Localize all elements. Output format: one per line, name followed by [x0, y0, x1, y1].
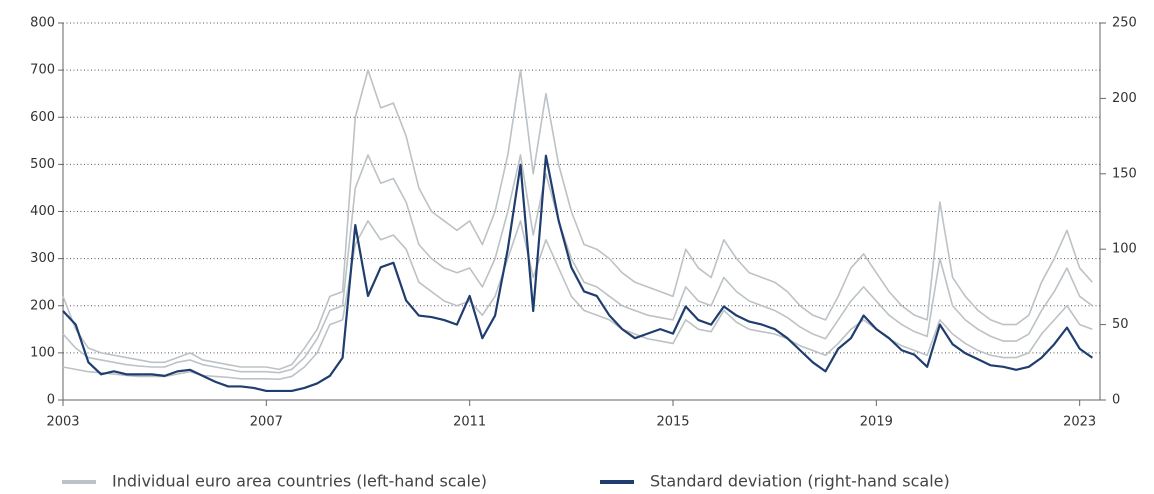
y2-tick-label: 250 [1112, 16, 1137, 31]
y2-tick-label: 150 [1112, 166, 1137, 181]
y2-tick-label: 100 [1112, 242, 1137, 257]
y-tick-label: 700 [30, 63, 55, 78]
x-tick-label: 2015 [656, 415, 689, 430]
y-tick-label: 100 [30, 345, 55, 360]
series-line [62, 69, 1093, 371]
y-tick-label: 300 [30, 251, 55, 266]
x-tick-label: 2023 [1063, 415, 1096, 430]
series-line [62, 154, 1093, 374]
legend-text: Individual euro area countries (left-han… [112, 472, 487, 491]
x-tick-label: 2003 [46, 415, 79, 430]
y-tick-label: 600 [30, 110, 55, 125]
y2-tick-label: 50 [1112, 317, 1129, 332]
y-tick-label: 500 [30, 157, 55, 172]
y2-tick-label: 200 [1112, 91, 1137, 106]
x-tick-label: 2007 [250, 415, 283, 430]
series-line [62, 220, 1093, 381]
legend-text: Standard deviation (right-hand scale) [650, 472, 950, 491]
y-tick-label: 200 [30, 298, 55, 313]
y-tick-label: 400 [30, 204, 55, 219]
x-tick-label: 2011 [453, 415, 486, 430]
y-tick-label: 800 [30, 16, 55, 31]
series-line [62, 154, 1094, 393]
y2-tick-label: 0 [1112, 393, 1120, 408]
x-tick-label: 2019 [860, 415, 893, 430]
y-tick-label: 0 [47, 393, 55, 408]
